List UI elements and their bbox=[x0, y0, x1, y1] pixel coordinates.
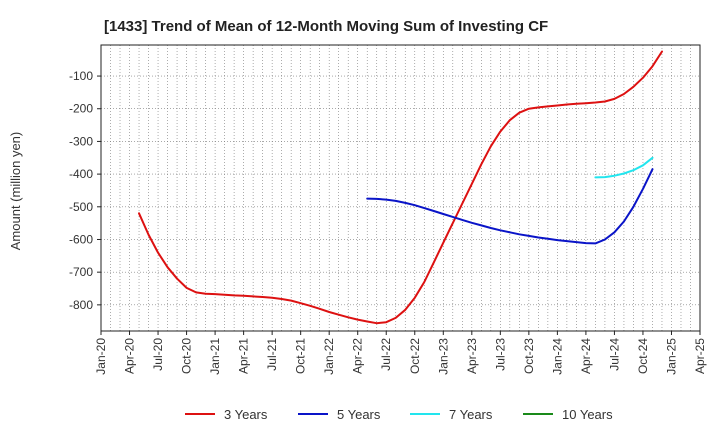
x-tick-label: Jul-22 bbox=[379, 338, 393, 371]
y-tick-label: -600 bbox=[69, 232, 93, 246]
x-tick-label: Jan-25 bbox=[664, 338, 678, 375]
x-tick-label: Apr-22 bbox=[351, 338, 365, 374]
x-tick-label: Jan-21 bbox=[208, 338, 222, 375]
plot-border bbox=[100, 44, 701, 332]
y-tick-label: -200 bbox=[69, 102, 93, 116]
series-group bbox=[138, 50, 663, 325]
plot-frame bbox=[100, 44, 701, 332]
x-tick-label: Oct-22 bbox=[408, 338, 422, 374]
y-tick-label: -300 bbox=[69, 134, 93, 148]
x-tick-label: Oct-24 bbox=[636, 338, 650, 374]
x-tick-label: Jul-23 bbox=[493, 338, 507, 371]
x-tick-label: Jul-24 bbox=[607, 338, 621, 371]
x-ticks: Jan-20 Apr-20 Jul-20 Oct-20 Jan-21 Apr-21 Jul-… bbox=[94, 331, 707, 375]
x-tick-label: Oct-23 bbox=[522, 338, 536, 374]
x-tick-label: Jul-21 bbox=[265, 338, 279, 371]
legend: 3 Years 5 Years 7 Years 10 Years bbox=[185, 407, 613, 422]
chart-title: [1433] Trend of Mean of 12-Month Moving … bbox=[104, 18, 548, 35]
x-tick-label: Oct-20 bbox=[180, 338, 194, 374]
legend-label-10-years: 10 Years bbox=[562, 407, 613, 422]
x-tick-label: Oct-21 bbox=[294, 338, 308, 374]
y-tick-label: -400 bbox=[69, 167, 93, 181]
y-ticks: -800 -700 -600 -500 -400 -300 -200 -100 bbox=[69, 69, 101, 312]
y-tick-label: -100 bbox=[69, 69, 93, 83]
legend-label-3-years: 3 Years bbox=[224, 407, 268, 422]
x-tick-label: Jan-22 bbox=[322, 338, 336, 375]
grid bbox=[100, 45, 701, 331]
x-tick-label: Jul-20 bbox=[151, 338, 165, 371]
y-tick-label: -700 bbox=[69, 265, 93, 279]
x-tick-label: Jan-20 bbox=[94, 338, 108, 375]
y-tick-label: -800 bbox=[69, 298, 93, 312]
legend-label-7-years: 7 Years bbox=[449, 407, 493, 422]
x-tick-label: Apr-20 bbox=[123, 338, 137, 374]
x-tick-label: Apr-23 bbox=[465, 338, 479, 374]
x-tick-label: Apr-25 bbox=[693, 338, 707, 374]
x-tick-label: Jan-23 bbox=[436, 338, 450, 375]
series-line-3-years bbox=[138, 50, 663, 325]
x-tick-label: Apr-24 bbox=[579, 338, 593, 374]
y-axis-label: Amount (million yen) bbox=[8, 132, 23, 251]
series-line-7-years bbox=[594, 156, 654, 179]
x-tick-label: Jan-24 bbox=[550, 338, 564, 375]
x-tick-label: Apr-21 bbox=[237, 338, 251, 374]
series-line-5-years bbox=[366, 168, 654, 245]
legend-label-5-years: 5 Years bbox=[337, 407, 381, 422]
y-tick-label: -500 bbox=[69, 200, 93, 214]
